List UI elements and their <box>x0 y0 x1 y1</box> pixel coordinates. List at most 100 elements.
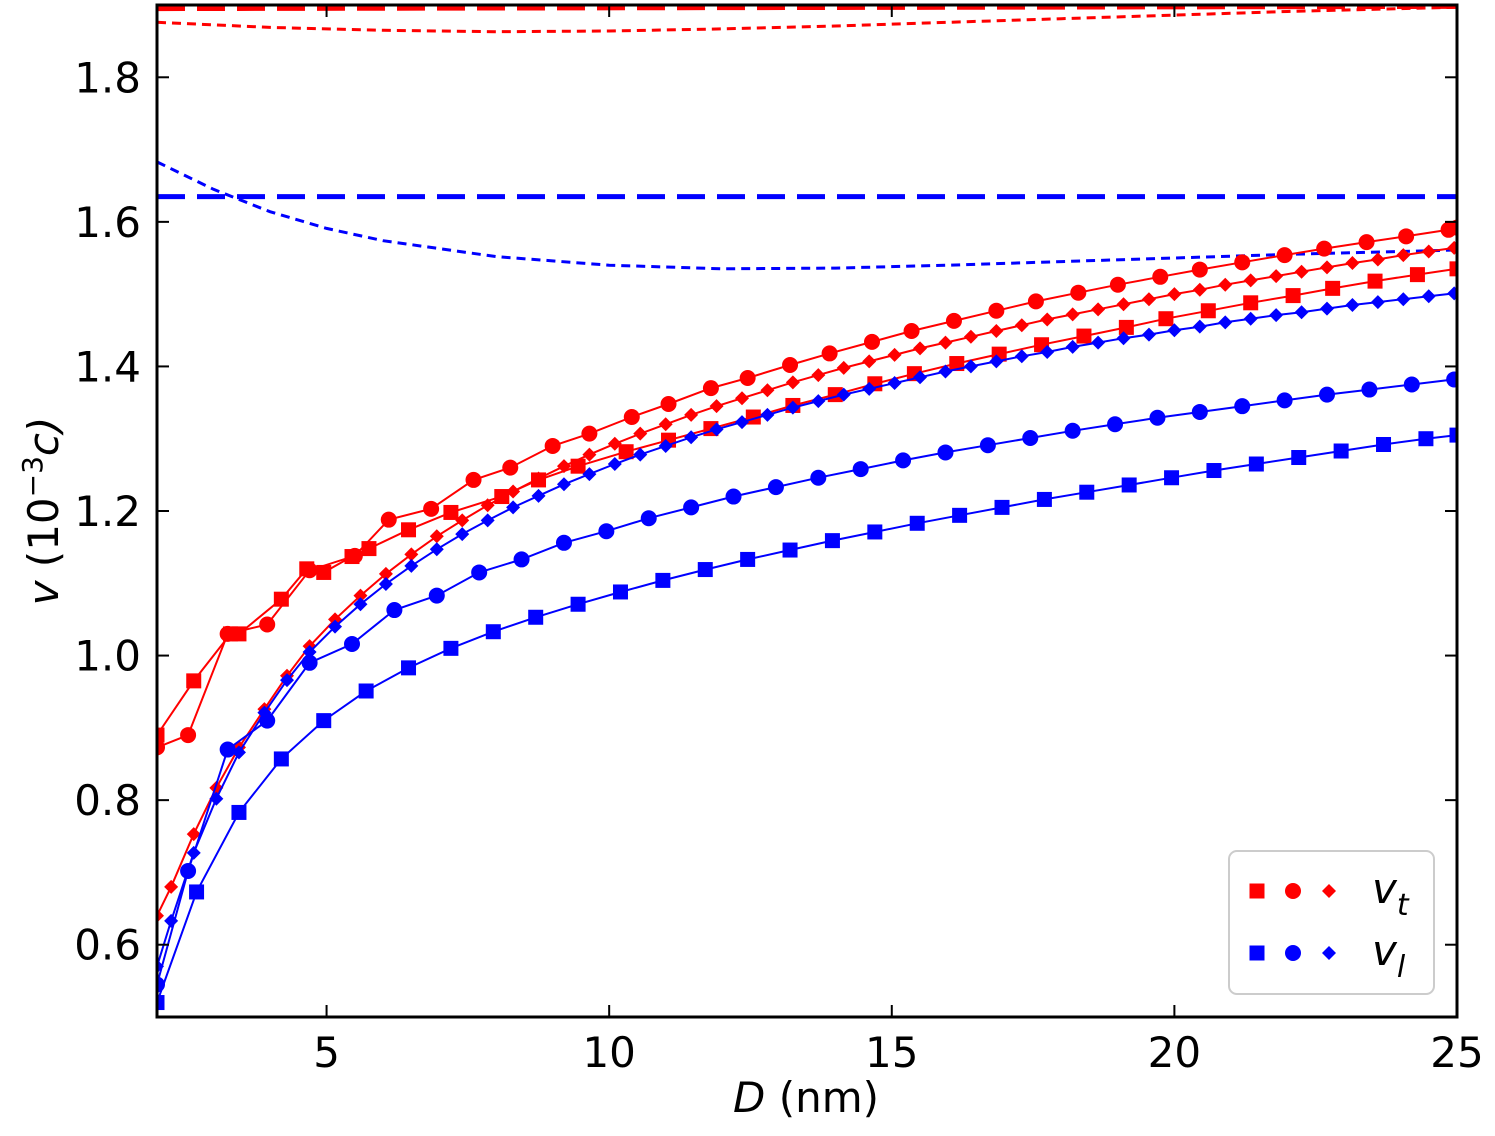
vl-square-point-4 <box>316 713 332 729</box>
vt-square-point-26 <box>1118 319 1134 335</box>
vt-diamond-point-13 <box>455 513 470 528</box>
vt-diamond-point-20 <box>633 426 648 441</box>
vt-diamond-point-41 <box>1167 287 1182 302</box>
vt-diamond-point-31 <box>913 341 928 356</box>
vt-square-point-13 <box>570 458 586 474</box>
data-series <box>157 219 1457 1011</box>
vl-square-point-15 <box>782 542 798 558</box>
legend-entry-0: vt <box>1249 864 1410 923</box>
vt-circle-point-14 <box>702 380 719 397</box>
vl-diamond-point-21 <box>658 438 673 453</box>
vt-diamond-point-37 <box>1065 307 1080 322</box>
vt-square-point-0 <box>157 727 165 743</box>
vl-diamond-point-49 <box>1370 295 1385 310</box>
vl-circle-point-19 <box>937 444 954 461</box>
vl-circle-point-15 <box>767 479 784 496</box>
legend-label-var-0: v <box>1372 864 1398 913</box>
vt-diamond-point-9 <box>353 588 368 603</box>
vt-diamond-point-12 <box>429 529 444 544</box>
vl-square-point-31 <box>1449 427 1457 443</box>
vl-square-point-29 <box>1376 436 1392 452</box>
y-axis-label: v (10−3c) <box>16 417 68 606</box>
vt-circle-point-31 <box>1398 228 1415 245</box>
vl-diamond-point-15 <box>506 500 521 515</box>
vt-circle-point-6 <box>380 511 397 528</box>
y-axis-label-variable: v <box>19 579 68 605</box>
vl-square-point-17 <box>867 524 883 540</box>
vt-diamond-point-51 <box>1421 244 1436 259</box>
legend-marker-0-circle <box>1285 883 1301 899</box>
vl-diamond-point-50 <box>1396 292 1411 307</box>
vl-diamond-point-1 <box>164 913 179 928</box>
vl-diamond-point-32 <box>938 364 953 379</box>
vt-circle-point-8 <box>465 471 482 488</box>
vt-circle-point-12 <box>623 409 640 426</box>
legend-marker-1-square <box>1249 945 1265 961</box>
vl-diamond-point-12 <box>429 542 444 557</box>
legend-box <box>1228 850 1435 995</box>
vl-square-point-26 <box>1248 456 1264 472</box>
vt-circle-point-29 <box>1316 240 1333 257</box>
vl-circle-point-14 <box>725 488 742 505</box>
vl-diamond-point-17 <box>556 477 571 492</box>
vl-circle-point-31 <box>1446 371 1457 388</box>
y-tick-label-6: 1.8 <box>74 53 141 102</box>
vl-square-point-25 <box>1206 463 1222 479</box>
vl-diamond-point-33 <box>963 359 978 374</box>
x-axis-ticks: 5 10 15 20 25 <box>313 5 1484 1077</box>
vl-circle-point-6 <box>386 602 403 619</box>
vt-diamond-point-10 <box>378 566 393 581</box>
vl-square-point-9 <box>528 609 544 625</box>
vt-diamond-point-29 <box>862 354 877 369</box>
y-axis-ticks: 0.6 0.8 1.0 1.2 1.4 1.6 1.8 <box>74 53 1457 970</box>
vt-circle-point-33 <box>1449 219 1457 236</box>
vl-diamond-point-44 <box>1243 311 1258 326</box>
vl-circle-point-23 <box>1107 416 1124 433</box>
vl-diamond-point-34 <box>989 354 1004 369</box>
vl-diamond-point-24 <box>735 415 749 430</box>
vl-square-point-6 <box>401 660 417 676</box>
vl-diamond-point-48 <box>1345 297 1360 312</box>
vl-diamond-point-51 <box>1421 289 1436 304</box>
vt-circle-point-23 <box>1070 284 1087 301</box>
vt-square-point-25 <box>1076 328 1092 344</box>
vl-circle-point-7 <box>428 587 445 604</box>
x-axis-label-unit: (nm) <box>765 1073 879 1122</box>
vt-diamond-point-45 <box>1269 269 1284 284</box>
vl-square-point-23 <box>1121 477 1137 493</box>
vl-diamond-point-35 <box>1014 349 1029 364</box>
vl-diamond-point-40 <box>1141 327 1156 342</box>
vt-diamond-point-42 <box>1192 282 1207 297</box>
vl-square-point-19 <box>952 507 968 523</box>
x-tick-label-5: 5 <box>313 1028 340 1077</box>
x-tick-label-15: 15 <box>865 1028 918 1077</box>
vl-diamond-point-16 <box>531 488 546 503</box>
vt-square-point-34 <box>1449 261 1457 277</box>
vt-circle-point-4 <box>301 562 318 579</box>
legend-entries: vtv l <box>1249 864 1410 985</box>
y-axis-label-unit: (10 <box>19 497 68 580</box>
vt-square-point-30 <box>1285 288 1301 304</box>
x-tick-label-10: 10 <box>582 1028 635 1077</box>
vl-circle-point-18 <box>895 452 912 469</box>
vt-square-point-32 <box>1367 273 1383 289</box>
vl-diamond-point-42 <box>1192 319 1207 334</box>
vt-circle-point-1 <box>180 727 197 744</box>
vl-diamond-point-26 <box>785 400 800 415</box>
vt-diamond-point-35 <box>1014 318 1029 333</box>
vt-diamond-point-33 <box>963 329 978 344</box>
vl-circle-point-27 <box>1276 392 1293 409</box>
vt-diamond-point-14 <box>480 498 495 513</box>
vl-square-point-8 <box>485 624 501 640</box>
vt-diamond-point-18 <box>582 447 597 462</box>
vl-square-point-11 <box>612 584 628 600</box>
vt-circle-point-15 <box>739 369 756 386</box>
vl-diamond-point-37 <box>1065 339 1080 354</box>
vt-circle-point-18 <box>864 333 880 350</box>
vt-circle-point-21 <box>988 302 1005 319</box>
vl-diamond-point-31 <box>913 370 928 385</box>
vl-diamond-point-41 <box>1167 323 1182 338</box>
legend-label-sub-1: l <box>1397 950 1406 985</box>
vl-circle-point-5 <box>344 636 360 653</box>
vl-diamond-point-45 <box>1269 308 1284 323</box>
